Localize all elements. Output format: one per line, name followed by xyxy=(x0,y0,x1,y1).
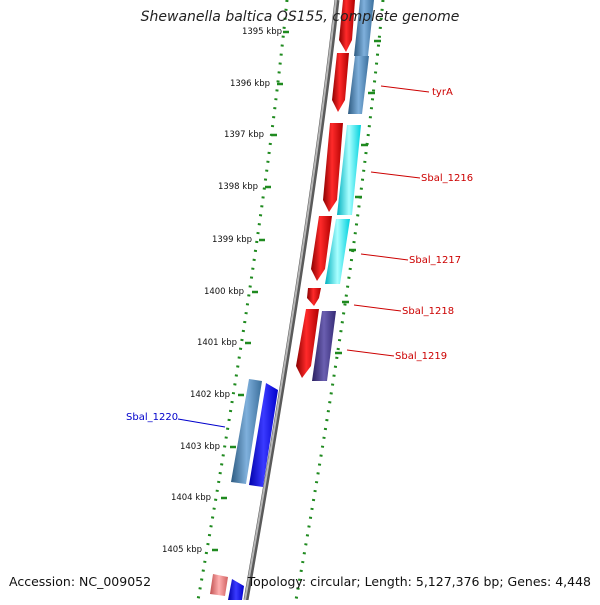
tick-label-1403: 1403 kbp xyxy=(180,442,220,452)
tick-label-1400: 1400 kbp xyxy=(204,287,244,297)
ruler-ticks-left xyxy=(212,30,289,552)
ruler-dotted-line-left xyxy=(196,0,289,601)
tick-label-1398: 1398 kbp xyxy=(218,182,258,192)
accession-text: Accession: NC_009052 xyxy=(9,574,152,589)
gene-feature-steel[interactable] xyxy=(354,0,374,56)
gene-feature-cyan[interactable] xyxy=(325,219,350,284)
cds-feature[interactable] xyxy=(323,123,343,212)
label-leaders xyxy=(177,85,430,428)
gene-label-sbal-1219[interactable]: Sbal_1219 xyxy=(395,351,447,362)
tick-label-1404: 1404 kbp xyxy=(171,493,211,503)
gene-label-tyrA[interactable]: tyrA xyxy=(432,87,453,98)
cds-feature[interactable] xyxy=(296,309,319,378)
gene-feature-cyan[interactable] xyxy=(337,125,361,215)
gene-track-left xyxy=(210,379,278,600)
gene-feature-purple[interactable] xyxy=(312,311,336,381)
gene-track-right xyxy=(312,0,374,381)
tick-label-1401: 1401 kbp xyxy=(197,338,237,348)
gene-labels: tyrA Sbal_1216 Sbal_1217 Sbal_1218 Sbal_… xyxy=(126,87,473,423)
gene-label-sbal-1217[interactable]: Sbal_1217 xyxy=(409,255,461,266)
tick-label-1405: 1405 kbp xyxy=(162,545,202,555)
gene-label-sbal-1216[interactable]: Sbal_1216 xyxy=(421,173,473,184)
cds-feature[interactable] xyxy=(311,216,332,281)
cds-feature[interactable] xyxy=(307,288,321,306)
tick-label-1397: 1397 kbp xyxy=(224,130,264,140)
gene-feature-blue[interactable] xyxy=(249,383,278,487)
gene-feature-blue[interactable] xyxy=(228,579,244,600)
cds-feature[interactable] xyxy=(332,53,349,112)
tick-label-1402: 1402 kbp xyxy=(190,390,230,400)
cds-track xyxy=(296,0,355,378)
map-title: Shewanella baltica OS155, complete genom… xyxy=(140,9,460,25)
gene-label-sbal-1220[interactable]: Sbal_1220 xyxy=(126,412,178,423)
tick-label-1399: 1399 kbp xyxy=(212,235,252,245)
tick-label-1395: 1395 kbp xyxy=(242,27,282,37)
genome-backbone-highlight xyxy=(244,0,337,601)
gene-feature-pink[interactable] xyxy=(210,574,228,596)
gene-label-sbal-1218[interactable]: Sbal_1218 xyxy=(402,306,454,317)
gene-feature-steel[interactable] xyxy=(348,56,369,114)
cds-feature[interactable] xyxy=(339,0,355,52)
ruler-tick-labels: 1395 kbp 1396 kbp 1397 kbp 1398 kbp 1399… xyxy=(162,27,282,555)
topology-text: Topology: circular; Length: 5,127,376 bp… xyxy=(247,574,591,589)
gene-feature-steel[interactable] xyxy=(231,379,262,484)
tick-label-1396: 1396 kbp xyxy=(230,79,270,89)
ruler-ticks-right xyxy=(335,39,381,355)
